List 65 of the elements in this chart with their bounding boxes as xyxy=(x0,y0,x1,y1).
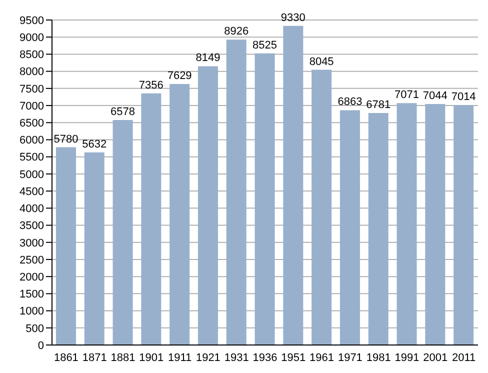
y-tick-label: 0 xyxy=(38,340,44,352)
y-tick-label: 5000 xyxy=(20,168,44,181)
bar xyxy=(226,40,246,345)
x-tick-label: 2001 xyxy=(423,352,448,364)
y-tick-label: 5500 xyxy=(20,152,44,164)
data-label: 7629 xyxy=(167,70,192,82)
y-tick-label: 3000 xyxy=(20,237,44,250)
y-tick-label: 500 xyxy=(26,322,44,335)
y-tick-label: 8000 xyxy=(20,66,44,78)
data-label: 6863 xyxy=(338,96,362,108)
y-tick-label: 6500 xyxy=(20,118,44,130)
x-tick-label: 1931 xyxy=(224,352,249,364)
y-tick-label: 9500 xyxy=(20,14,44,27)
bar xyxy=(283,26,304,345)
y-tick-label: 8500 xyxy=(20,49,44,62)
data-label: 7356 xyxy=(138,79,164,92)
bar xyxy=(84,152,104,345)
bar xyxy=(198,66,218,345)
bar xyxy=(254,53,275,345)
bar xyxy=(56,147,76,345)
x-tick-label: 1871 xyxy=(82,352,107,364)
bar xyxy=(312,70,332,345)
bar xyxy=(454,105,474,345)
data-label: 8045 xyxy=(309,56,334,68)
data-label: 8525 xyxy=(252,39,278,52)
y-tick-label: 2500 xyxy=(20,254,44,266)
y-tick-label: 1500 xyxy=(20,288,44,301)
data-label: 5780 xyxy=(54,133,78,146)
data-label: 8926 xyxy=(224,26,249,38)
y-tick-label: 4000 xyxy=(20,203,44,216)
bar xyxy=(425,104,446,345)
data-label: 7044 xyxy=(422,90,448,102)
data-label: 8149 xyxy=(196,52,220,64)
y-tick-label: 9000 xyxy=(20,32,44,44)
data-label: 7014 xyxy=(451,91,476,104)
x-tick-label: 1961 xyxy=(310,352,334,364)
bar xyxy=(112,120,133,345)
bar xyxy=(340,110,360,345)
data-label: 9330 xyxy=(280,12,306,24)
x-tick-label: 1991 xyxy=(394,352,420,364)
x-tick-label: 1971 xyxy=(338,352,362,364)
data-label: 7071 xyxy=(394,89,420,102)
bar xyxy=(396,103,417,345)
y-tick-label: 1000 xyxy=(20,306,44,318)
data-label: 5632 xyxy=(82,138,107,150)
x-tick-label: 1881 xyxy=(110,352,136,364)
x-tick-label: 1921 xyxy=(196,352,220,364)
data-label: 6578 xyxy=(110,106,136,118)
y-tick-label: 2000 xyxy=(20,271,44,284)
y-tick-label: 6000 xyxy=(20,134,44,147)
y-tick-label: 7500 xyxy=(20,83,44,96)
x-tick-label: 1936 xyxy=(252,352,278,364)
y-tick-label: 3500 xyxy=(20,220,44,232)
x-tick-label: 1951 xyxy=(281,352,306,364)
x-tick-label: 1861 xyxy=(54,352,78,364)
x-tick-label: 1901 xyxy=(139,352,164,364)
y-tick-label: 4500 xyxy=(20,186,44,198)
bar xyxy=(368,113,388,345)
x-tick-label: 2011 xyxy=(452,352,476,364)
x-tick-label: 1911 xyxy=(168,352,192,364)
y-tick-label: 7000 xyxy=(20,100,44,112)
bar xyxy=(141,93,162,345)
x-tick-label: 1981 xyxy=(366,352,391,364)
data-label: 6781 xyxy=(366,99,391,112)
bar xyxy=(170,84,190,345)
